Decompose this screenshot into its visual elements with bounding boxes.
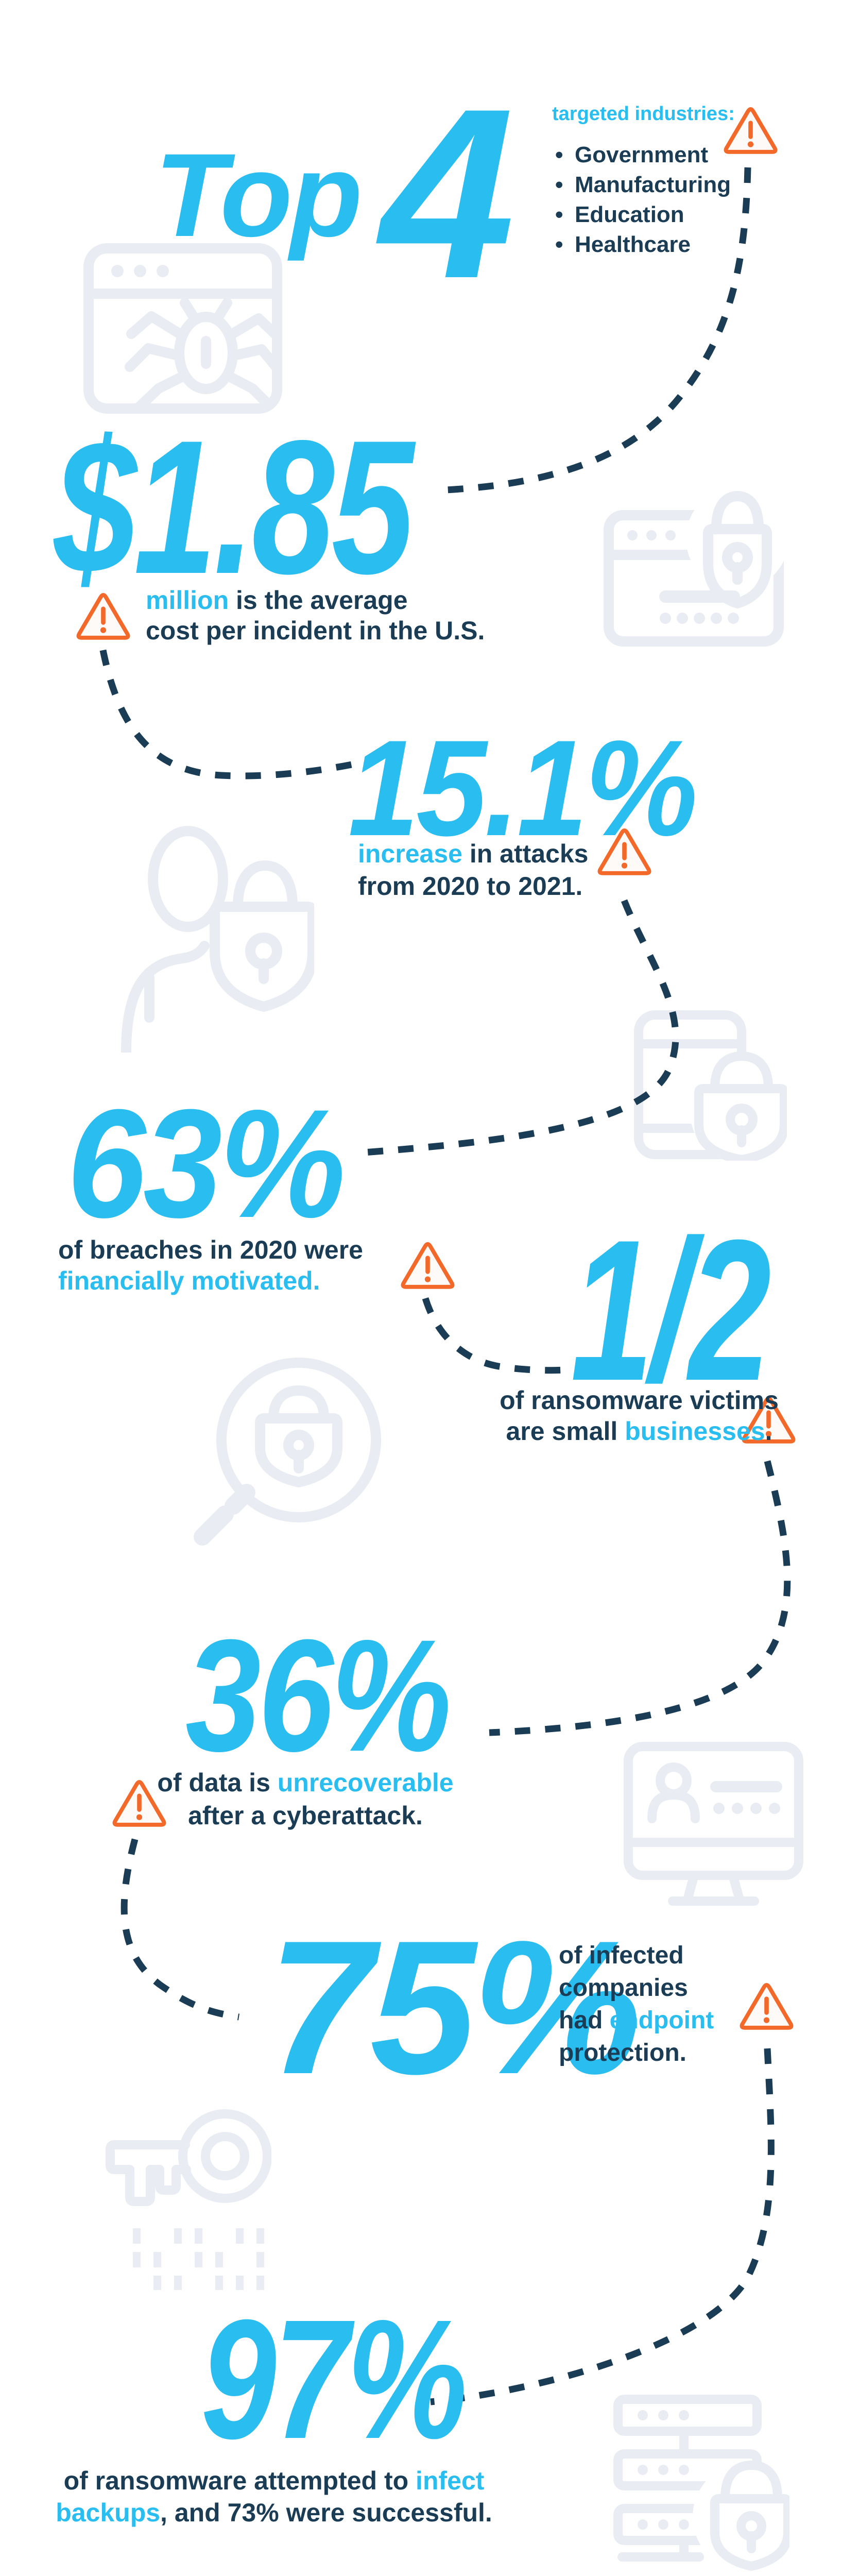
login-lock-icon — [604, 487, 785, 647]
top4-label: targeted industries: — [552, 103, 735, 125]
stat-unrecoverable-line1: of data is unrecoverable — [157, 1768, 454, 1797]
industry-item: Education — [554, 200, 731, 230]
stat-unrecoverable-text: of data is unrecoverable after a cyberat… — [125, 1766, 486, 1832]
stat-cost-value: $1.85 — [54, 401, 414, 614]
stat-breaches-accent: financially motivated. — [58, 1266, 320, 1295]
search-lock-icon — [194, 1358, 381, 1546]
stat-increase-line2: from 2020 to 2021. — [358, 872, 583, 901]
industry-item: Manufacturing — [554, 170, 731, 200]
stat-breaches-text: of breaches in 2020 were financially mot… — [58, 1234, 363, 1296]
stat-cost-line2: cost per incident in the U.S. — [146, 616, 485, 645]
stat-half-text: of ransomware victims are small business… — [485, 1385, 794, 1447]
browser-bug-icon — [83, 243, 282, 414]
stat-unrecoverable-line2: after a cyberattack. — [188, 1801, 423, 1830]
stat-increase-value: 15.1% — [348, 712, 698, 865]
stat-backups-value: 97% — [201, 2284, 468, 2474]
stat-endpoint-line4: protection. — [559, 2039, 686, 2066]
warning-icon — [401, 1241, 455, 1290]
stat-endpoint-text: of infected companies had endpoint prote… — [559, 1939, 714, 2069]
stat-cost-text: million is the average cost per incident… — [146, 585, 485, 646]
stat-increase-line1: increase in attacks — [358, 839, 589, 868]
industry-list: GovernmentManufacturingEducationHealthca… — [554, 140, 731, 260]
stat-unrecoverable-accent: unrecoverable — [277, 1768, 454, 1797]
stat-half-line2: are small businesses. — [506, 1417, 772, 1446]
stat-backups-accent1: infect — [416, 2466, 485, 2495]
stat-cost-accent: million — [146, 586, 229, 615]
phone-lock-icon — [634, 1010, 787, 1161]
stat-breaches-line1: of breaches in 2020 were — [58, 1235, 363, 1264]
stat-endpoint-line2: companies — [559, 1974, 688, 2002]
server-lock-icon — [613, 2395, 789, 2571]
top4-word: Top — [154, 129, 363, 261]
stat-increase-text: increase in attacks from 2020 to 2021. — [358, 838, 589, 903]
top4-number: 4 — [380, 58, 514, 329]
person-lock-icon — [121, 826, 314, 1053]
stat-endpoint-accent: endpoint — [609, 2007, 714, 2034]
industry-item: Government — [554, 140, 731, 170]
industry-item: Healthcare — [554, 230, 731, 260]
stat-backups-accent2: backups — [56, 2498, 161, 2527]
stat-half-accent: businesses — [625, 1417, 765, 1446]
stat-backups-text: of ransomware attempted to infect backup… — [42, 2465, 506, 2529]
monitor-user-icon — [624, 1742, 803, 1906]
stat-unrecoverable-value: 36% — [185, 1606, 452, 1785]
stat-endpoint-line1: of infected — [559, 1942, 684, 1969]
stat-increase-accent: increase — [358, 839, 462, 868]
stat-half-value: 1/2 — [571, 1198, 771, 1422]
stat-half-line1: of ransomware victims — [500, 1386, 779, 1415]
warning-icon — [740, 1981, 794, 2030]
stat-backups-line2: backups, and 73% were successful. — [56, 2498, 492, 2527]
stat-endpoint-line3: had endpoint — [559, 2007, 714, 2034]
stat-backups-line1: of ransomware attempted to infect — [63, 2466, 485, 2495]
stat-cost-line1: million is the average — [146, 586, 408, 615]
stat-breaches-value: 63% — [67, 1077, 346, 1250]
key-code-icon — [106, 2109, 271, 2290]
